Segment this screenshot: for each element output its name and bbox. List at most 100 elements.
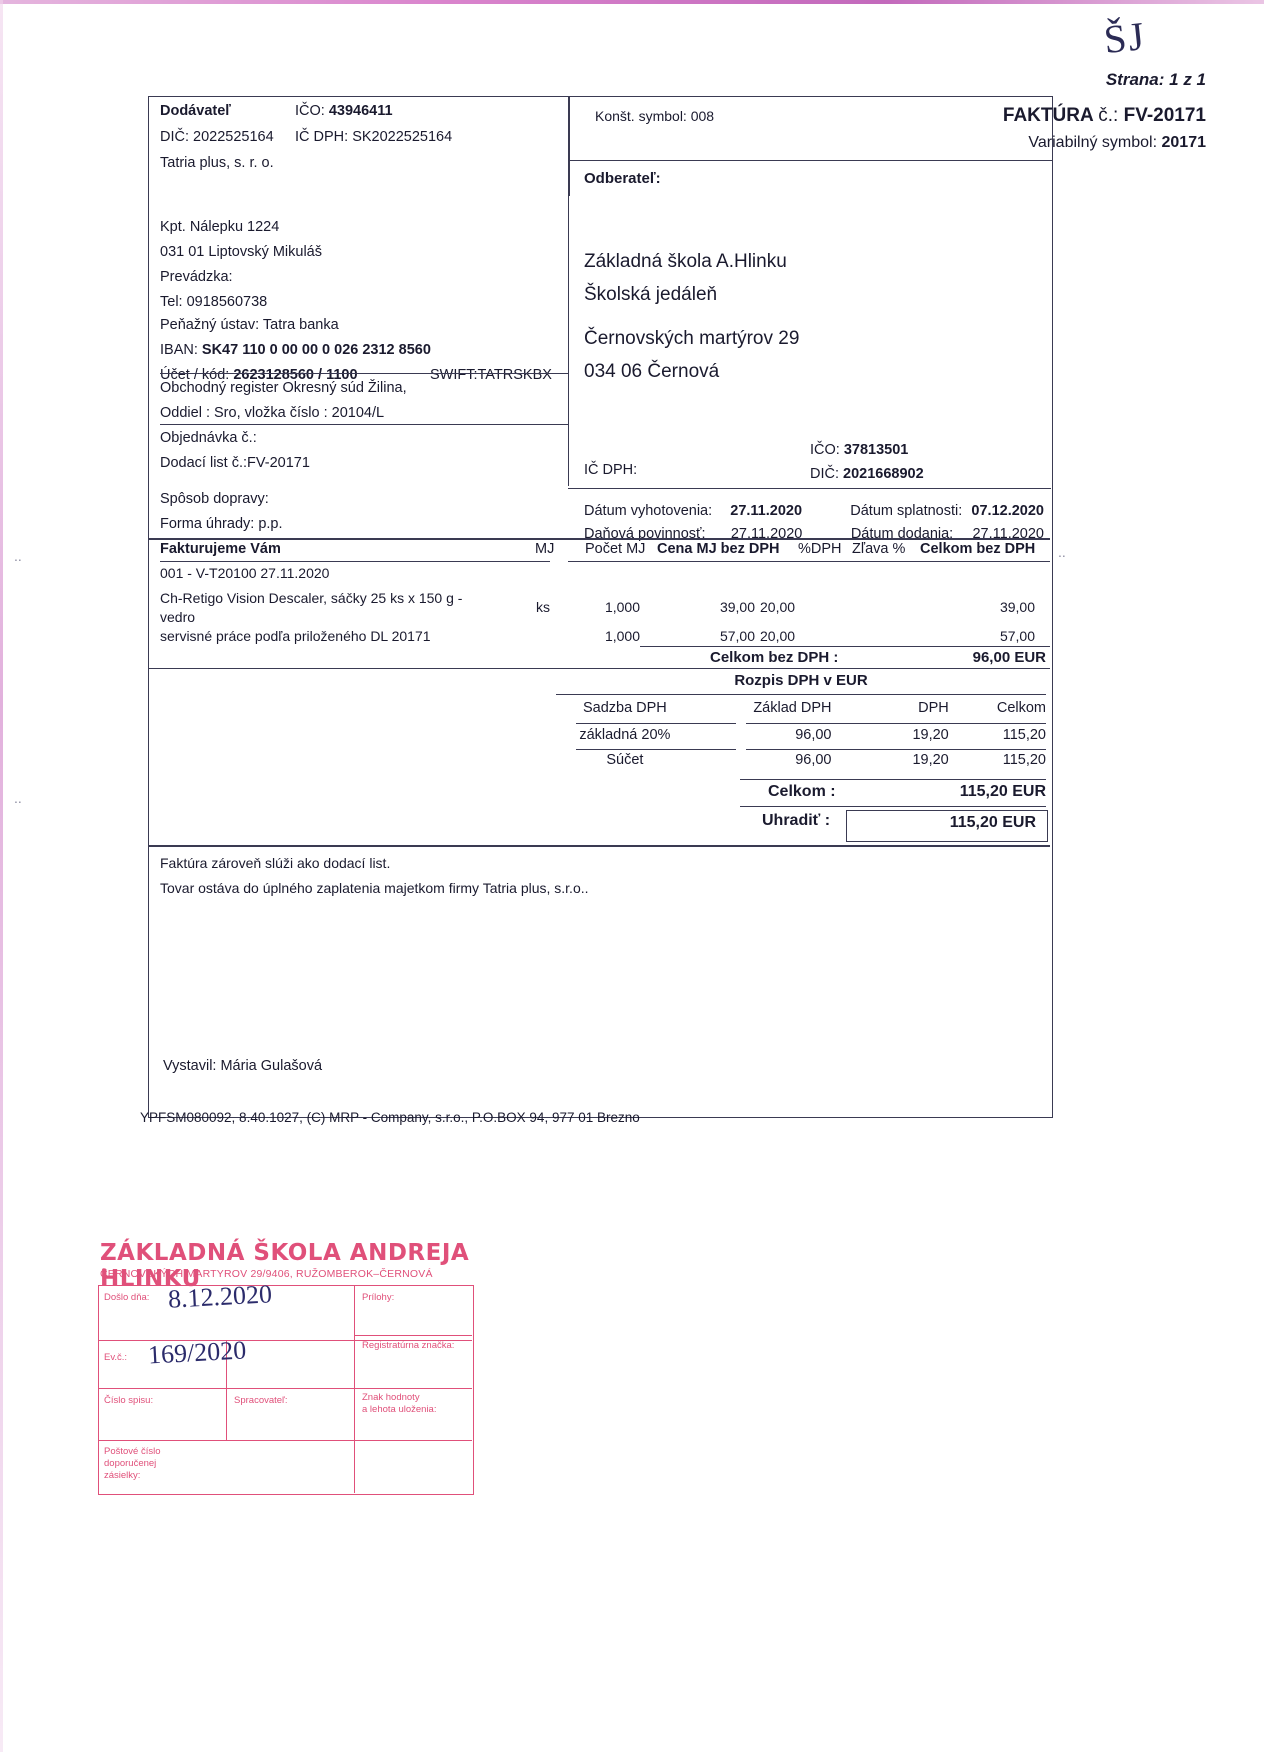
vat-row-1-total: 115,20	[1002, 727, 1046, 743]
supplier-heading: Dodávateľ	[160, 103, 231, 119]
item-row-2-vat-rate: 20,00	[760, 628, 796, 644]
item-row-2-unit-price: 57,00	[719, 628, 755, 644]
item-row-2-quantity: 1,000	[604, 628, 640, 644]
total-label: Celkom :	[768, 783, 836, 800]
stamp-received-label: Došlo dňa:	[104, 1292, 150, 1303]
customer-ico-label: IČO:	[810, 442, 840, 458]
due-date-value: 07.12.2020	[971, 503, 1044, 519]
pay-label: Uhradiť :	[762, 812, 831, 829]
customer-heading: Odberateľ:	[584, 170, 661, 187]
stamp-retention-label-1: Znak hodnoty	[362, 1392, 420, 1403]
divider-bank	[160, 373, 568, 375]
supplier-icdph: IČ DPH: SK2022525164	[295, 129, 453, 145]
stamp-line-v1	[354, 1285, 356, 1493]
transport-label: Spôsob dopravy:	[160, 491, 269, 507]
scan-artifact-left-1: ..	[14, 548, 22, 564]
order-block: Objednávka č.: Dodací list č.:FV-20171	[160, 426, 310, 476]
col-discount: Zľava %	[852, 541, 906, 557]
stamp-received-value: 8.12.2020	[167, 1279, 273, 1314]
vat-col-base: Základ DPH	[753, 700, 832, 716]
vat-sum-base: 96,00	[795, 752, 832, 768]
variable-symbol-row: Variabilný symbol: 20171	[1028, 134, 1206, 152]
note-line-1: Faktúra zároveň slúži ako dodací list.	[160, 855, 391, 871]
customer-ico-value: 37813501	[843, 442, 909, 458]
col-quantity: Počet MJ	[585, 541, 646, 557]
issue-date-value: 27.11.2020	[730, 503, 803, 519]
invoice-frame	[148, 96, 1053, 1118]
col-description: Fakturujeme Vám	[160, 541, 281, 557]
item-row-1-unit: ks	[536, 599, 550, 615]
vat-row-1-vat: 19,20	[912, 727, 949, 743]
const-symbol: Konšt. symbol: 008	[595, 108, 715, 124]
supplier-bank-block: Peňažný ústav: Tatra banka IBAN: SK47 11…	[160, 313, 552, 388]
divider-notes-top	[149, 845, 1050, 847]
supplier-tel: Tel: 0918560738	[160, 294, 268, 310]
divider-vat-row-1-left	[576, 749, 736, 751]
col-unit: MJ	[535, 541, 555, 557]
supplier-bank: Peňažný ústav: Tatra banka	[160, 317, 339, 333]
header-divider-vertical	[568, 96, 570, 196]
transport-block: Spôsob dopravy: Forma úhrady: p.p.	[160, 487, 283, 537]
divider-items-header-left	[160, 561, 550, 563]
reception-stamp: ZÁKLADNÁ ŠKOLA ANDREJA HLINKU ČERNOVSKÝC…	[96, 1240, 476, 1495]
divider-vat-values	[746, 723, 1046, 725]
subtotal-value: 96,00 EUR	[972, 649, 1046, 666]
divider-vat-title	[556, 694, 1046, 696]
item-row-1-quantity: 1,000	[604, 599, 640, 615]
supplier-account-value: 2623128560 / 1100	[233, 367, 358, 383]
item-row-2-total: 57,00	[999, 628, 1035, 644]
stamp-postal-label-3: zásielky:	[104, 1470, 141, 1481]
stamp-handler-label: Spracovateľ:	[234, 1395, 288, 1406]
col-vat-rate: %DPH	[798, 541, 842, 557]
vat-sum-row: Súčet 96,00 19,20 115,20	[556, 752, 1046, 768]
invoice-title-row: FAKTÚRA č.: FV-20171	[1003, 105, 1206, 127]
customer-icdph-label: IČ DPH:	[584, 462, 638, 478]
stamp-postal-label-2: doporučenej	[104, 1458, 157, 1469]
stamp-retention-label-2: a lehota uloženia:	[362, 1404, 437, 1415]
total-value: 115,20 EUR	[959, 783, 1046, 800]
stamp-record-value: 169/2020	[147, 1335, 247, 1370]
vat-col-vat: DPH	[918, 700, 949, 716]
stamp-postal-label-1: Poštové číslo	[104, 1446, 161, 1457]
supplier-block: Dodávateľ IČO: 43946411 DIČ: 2022525164 …	[160, 98, 565, 176]
order-number-label: Objednávka č.:	[160, 430, 257, 446]
supplier-city: 031 01 Liptovský Mikuláš	[160, 244, 322, 260]
stamp-line-h3	[98, 1440, 472, 1442]
pay-value: 115,20 EUR	[949, 814, 1036, 831]
customer-dic-value: 2021668902	[843, 466, 924, 482]
divider-subtotal-top	[640, 646, 1050, 648]
vat-sum-label: Súčet	[606, 752, 644, 768]
stamp-subtitle: ČERNOVSKÝCH MARTYROV 29/9406, RUŽOMBEROK…	[100, 1268, 433, 1280]
supplier-name: Tatria plus, s. r. o.	[160, 155, 274, 171]
divider-items-header-right	[568, 561, 1050, 563]
item-row-1-unit-price: 39,00	[719, 599, 755, 615]
stamp-attachments-label: Prílohy:	[362, 1292, 395, 1303]
vat-col-rate: Sadzba DPH	[582, 700, 667, 716]
register-line-2: Oddiel : Sro, vložka číslo : 20104/L	[160, 405, 385, 421]
supplier-dic: DIČ: 2022525164	[160, 129, 274, 145]
stamp-title: ZÁKLADNÁ ŠKOLA ANDREJA HLINKU	[100, 1240, 470, 1292]
stamp-box	[98, 1285, 474, 1495]
footer-text: YPFSM080092, 8.40.1027, (C) MRP - Compan…	[140, 1110, 640, 1125]
issued-by: Vystavil: Mária Gulašová	[163, 1058, 323, 1074]
supplier-ico-value: 43946411	[328, 103, 393, 119]
customer-street: Černovských martýrov 29	[584, 328, 800, 349]
customer-address-block: Černovských martýrov 29 034 06 Černová	[584, 322, 799, 388]
item-row-1-description-2: vedro	[160, 609, 196, 625]
stamp-line-h4	[354, 1335, 472, 1337]
customer-box	[568, 160, 1052, 486]
vat-row-1-rate: základná 20%	[579, 727, 671, 743]
supplier-prevadzka: Prevádzka:	[160, 269, 233, 285]
invoice-number: FV-20171	[1123, 105, 1206, 126]
issue-date-label: Dátum vyhotovenia:	[584, 503, 713, 519]
divider-register	[160, 424, 568, 426]
page-indicator: Strana: 1 z 1	[1105, 70, 1206, 89]
divider-vat-row-1-right	[746, 749, 1046, 751]
divider-items-top	[149, 538, 1050, 540]
customer-name-block: Základná škola A.Hlinku Školská jedáleň	[584, 245, 787, 311]
supplier-account-label: Účet / kód:	[160, 367, 230, 383]
stamp-line-h2	[98, 1388, 472, 1390]
divider-dates	[568, 488, 1051, 490]
stamp-file-number-label: Číslo spisu:	[104, 1395, 154, 1406]
supplier-iban-value: SK47 110 0 00 00 0 026 2312 8560	[201, 342, 431, 358]
